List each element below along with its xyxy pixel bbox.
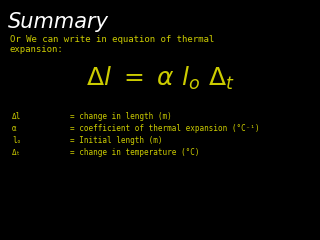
Text: Δₜ: Δₜ: [12, 148, 21, 157]
Text: expansion:: expansion:: [10, 45, 64, 54]
Text: = change in temperature (°C): = change in temperature (°C): [70, 148, 199, 157]
Text: $\Delta l\ =\ \alpha\ l_o\ \Delta_t$: $\Delta l\ =\ \alpha\ l_o\ \Delta_t$: [86, 64, 234, 92]
Text: Summary: Summary: [8, 12, 109, 32]
Text: lₒ: lₒ: [12, 136, 21, 145]
Text: α: α: [12, 124, 17, 133]
Text: = change in length (m): = change in length (m): [70, 112, 172, 121]
Text: = Initial length (m): = Initial length (m): [70, 136, 163, 145]
Text: = coefficient of thermal expansion (°C⁻¹): = coefficient of thermal expansion (°C⁻¹…: [70, 124, 260, 133]
Text: Δl: Δl: [12, 112, 21, 121]
Text: Or We can write in equation of thermal: Or We can write in equation of thermal: [10, 35, 214, 44]
